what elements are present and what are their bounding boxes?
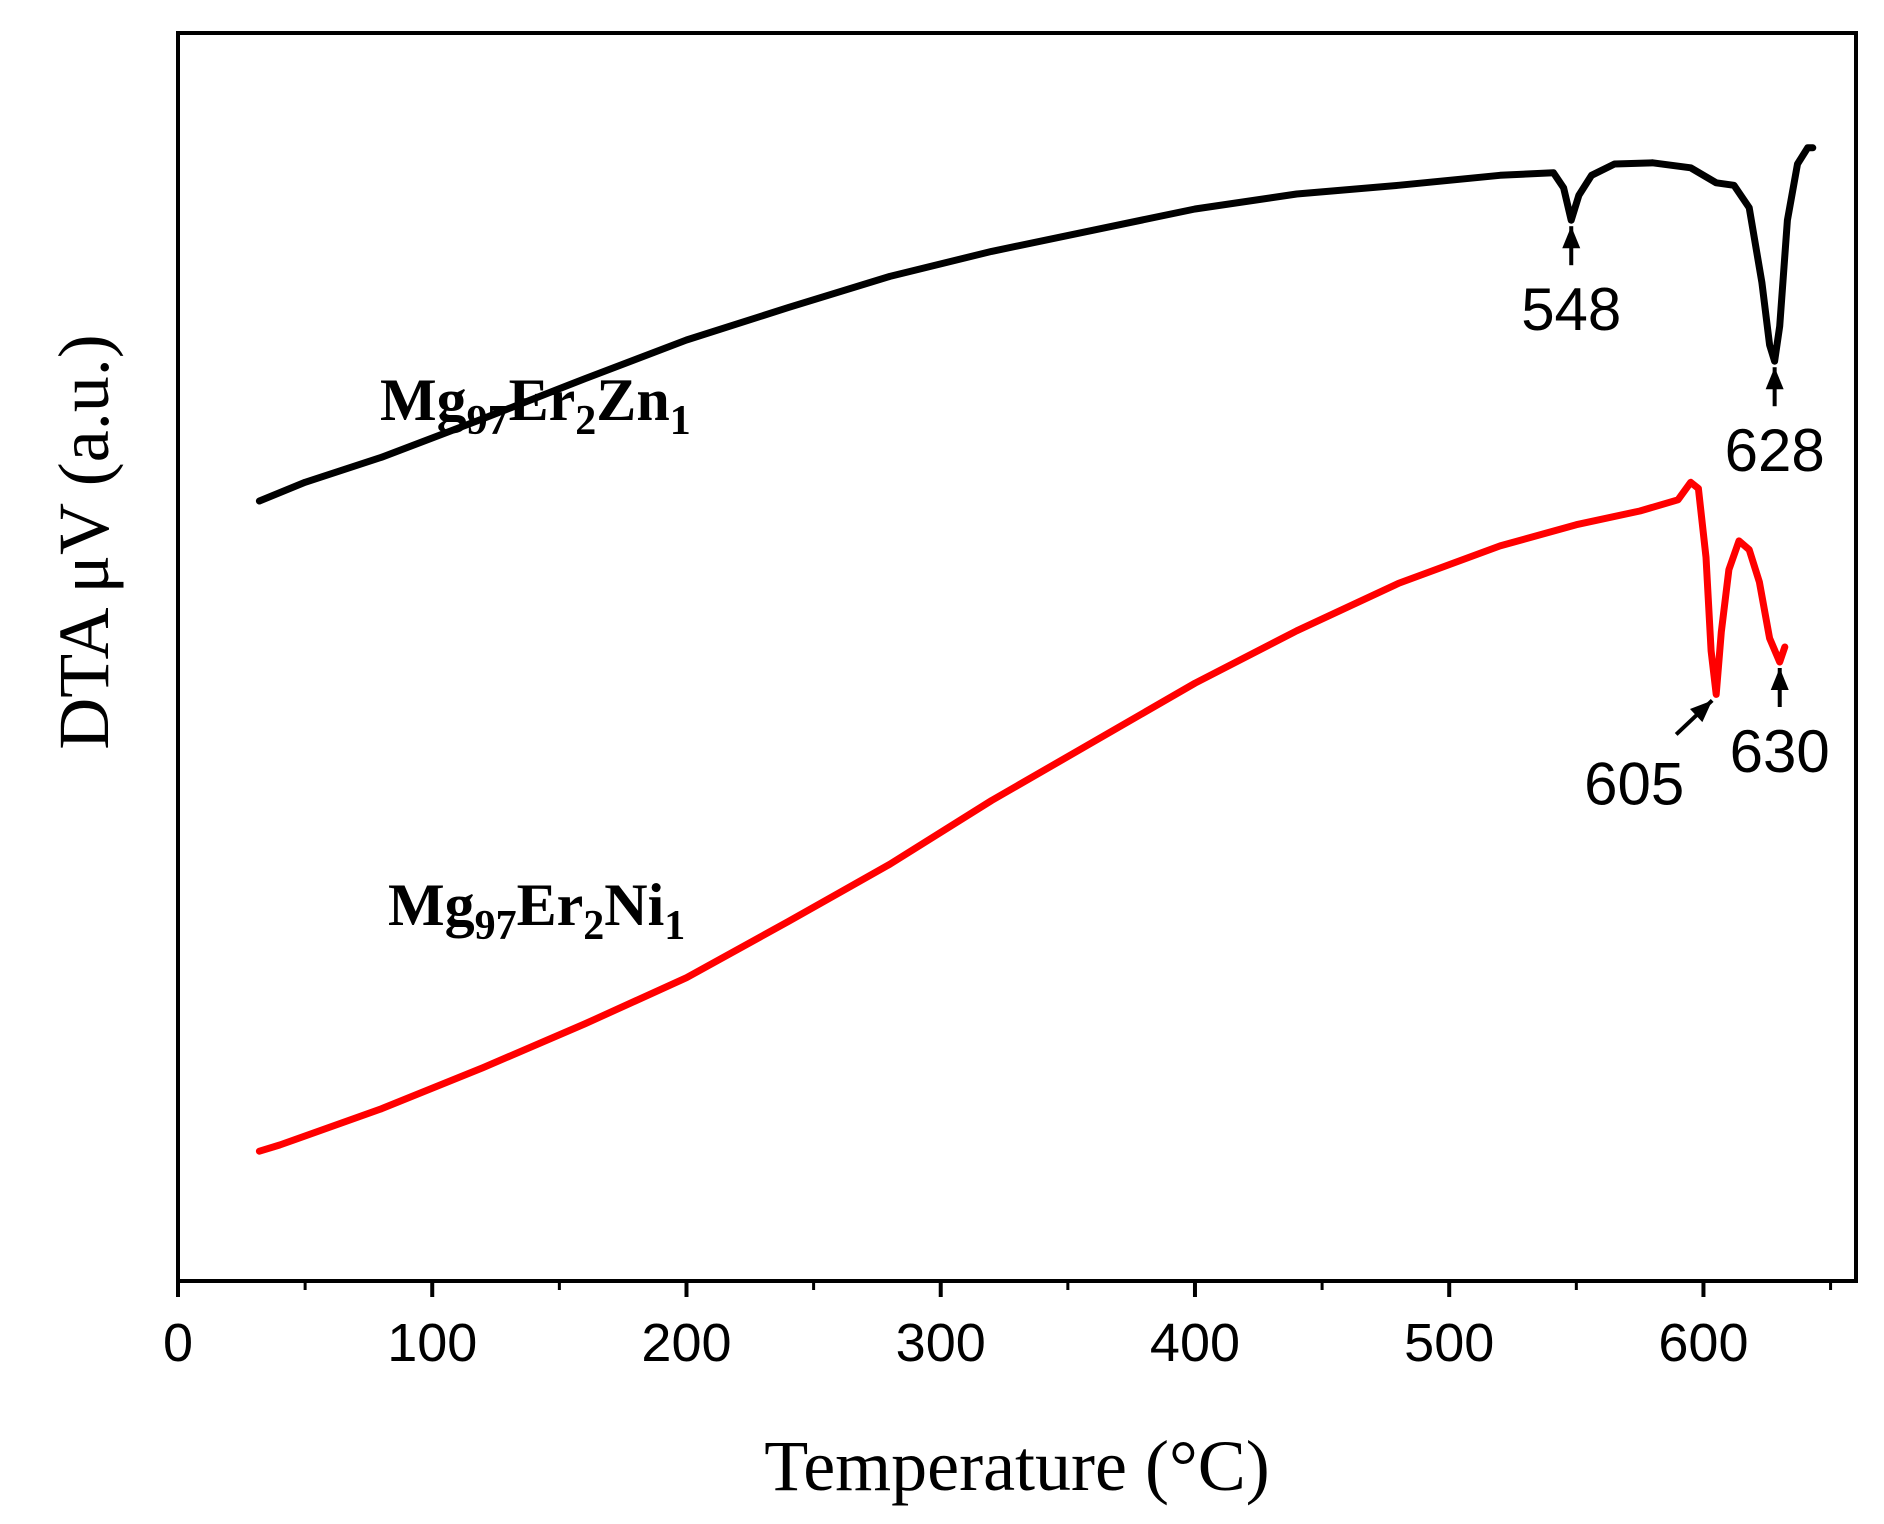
annot-label-3: 630	[1730, 718, 1830, 785]
label-subscript: 1	[670, 398, 691, 444]
label-subscript: 2	[583, 903, 604, 949]
series-line-0	[255, 144, 1817, 505]
label-subscript: 97	[467, 398, 509, 444]
x-tick-label: 200	[641, 1313, 731, 1373]
series-label-0: Mg97Er2Zn1	[380, 367, 691, 444]
x-axis-title: Temperature (°C)	[764, 1426, 1270, 1506]
x-tick-label: 100	[387, 1313, 477, 1373]
label-subscript: 97	[475, 903, 517, 949]
annot-label-0: 548	[1521, 276, 1621, 343]
label-text: Mg	[380, 367, 467, 433]
x-tick-label: 600	[1658, 1313, 1748, 1373]
label-text: Zn	[596, 367, 669, 433]
label-subscript: 1	[664, 903, 685, 949]
series-line-1	[255, 478, 1789, 1155]
y-axis-title: DTA μV (a.u.)	[44, 334, 124, 749]
annot-arrow-3-head	[1770, 667, 1789, 690]
annot-arrow-0-head	[1562, 226, 1581, 249]
label-text: Mg	[388, 872, 475, 938]
label-text: Er	[509, 367, 576, 433]
label-text: Ni	[604, 872, 664, 938]
annotations: 548 628 605 630	[1521, 226, 1830, 817]
x-tick-label: 0	[163, 1313, 193, 1373]
label-subscript: 2	[575, 398, 596, 444]
annot-arrow-1-head	[1765, 367, 1784, 390]
axes: 0 100 200 300 400 500 600	[163, 31, 1858, 1373]
x-tick-label: 400	[1150, 1313, 1240, 1373]
series-label-1: Mg97Er2Ni1	[388, 872, 685, 949]
plot-frame	[176, 31, 1858, 1283]
series-layer	[255, 144, 1817, 1155]
annot-label-2: 605	[1584, 750, 1684, 817]
annot-label-1: 628	[1725, 417, 1825, 484]
x-tick-label: 500	[1404, 1313, 1494, 1373]
annot-arrow-2-head	[1689, 700, 1713, 723]
label-text: Er	[517, 872, 584, 938]
x-tick-label: 300	[896, 1313, 986, 1373]
